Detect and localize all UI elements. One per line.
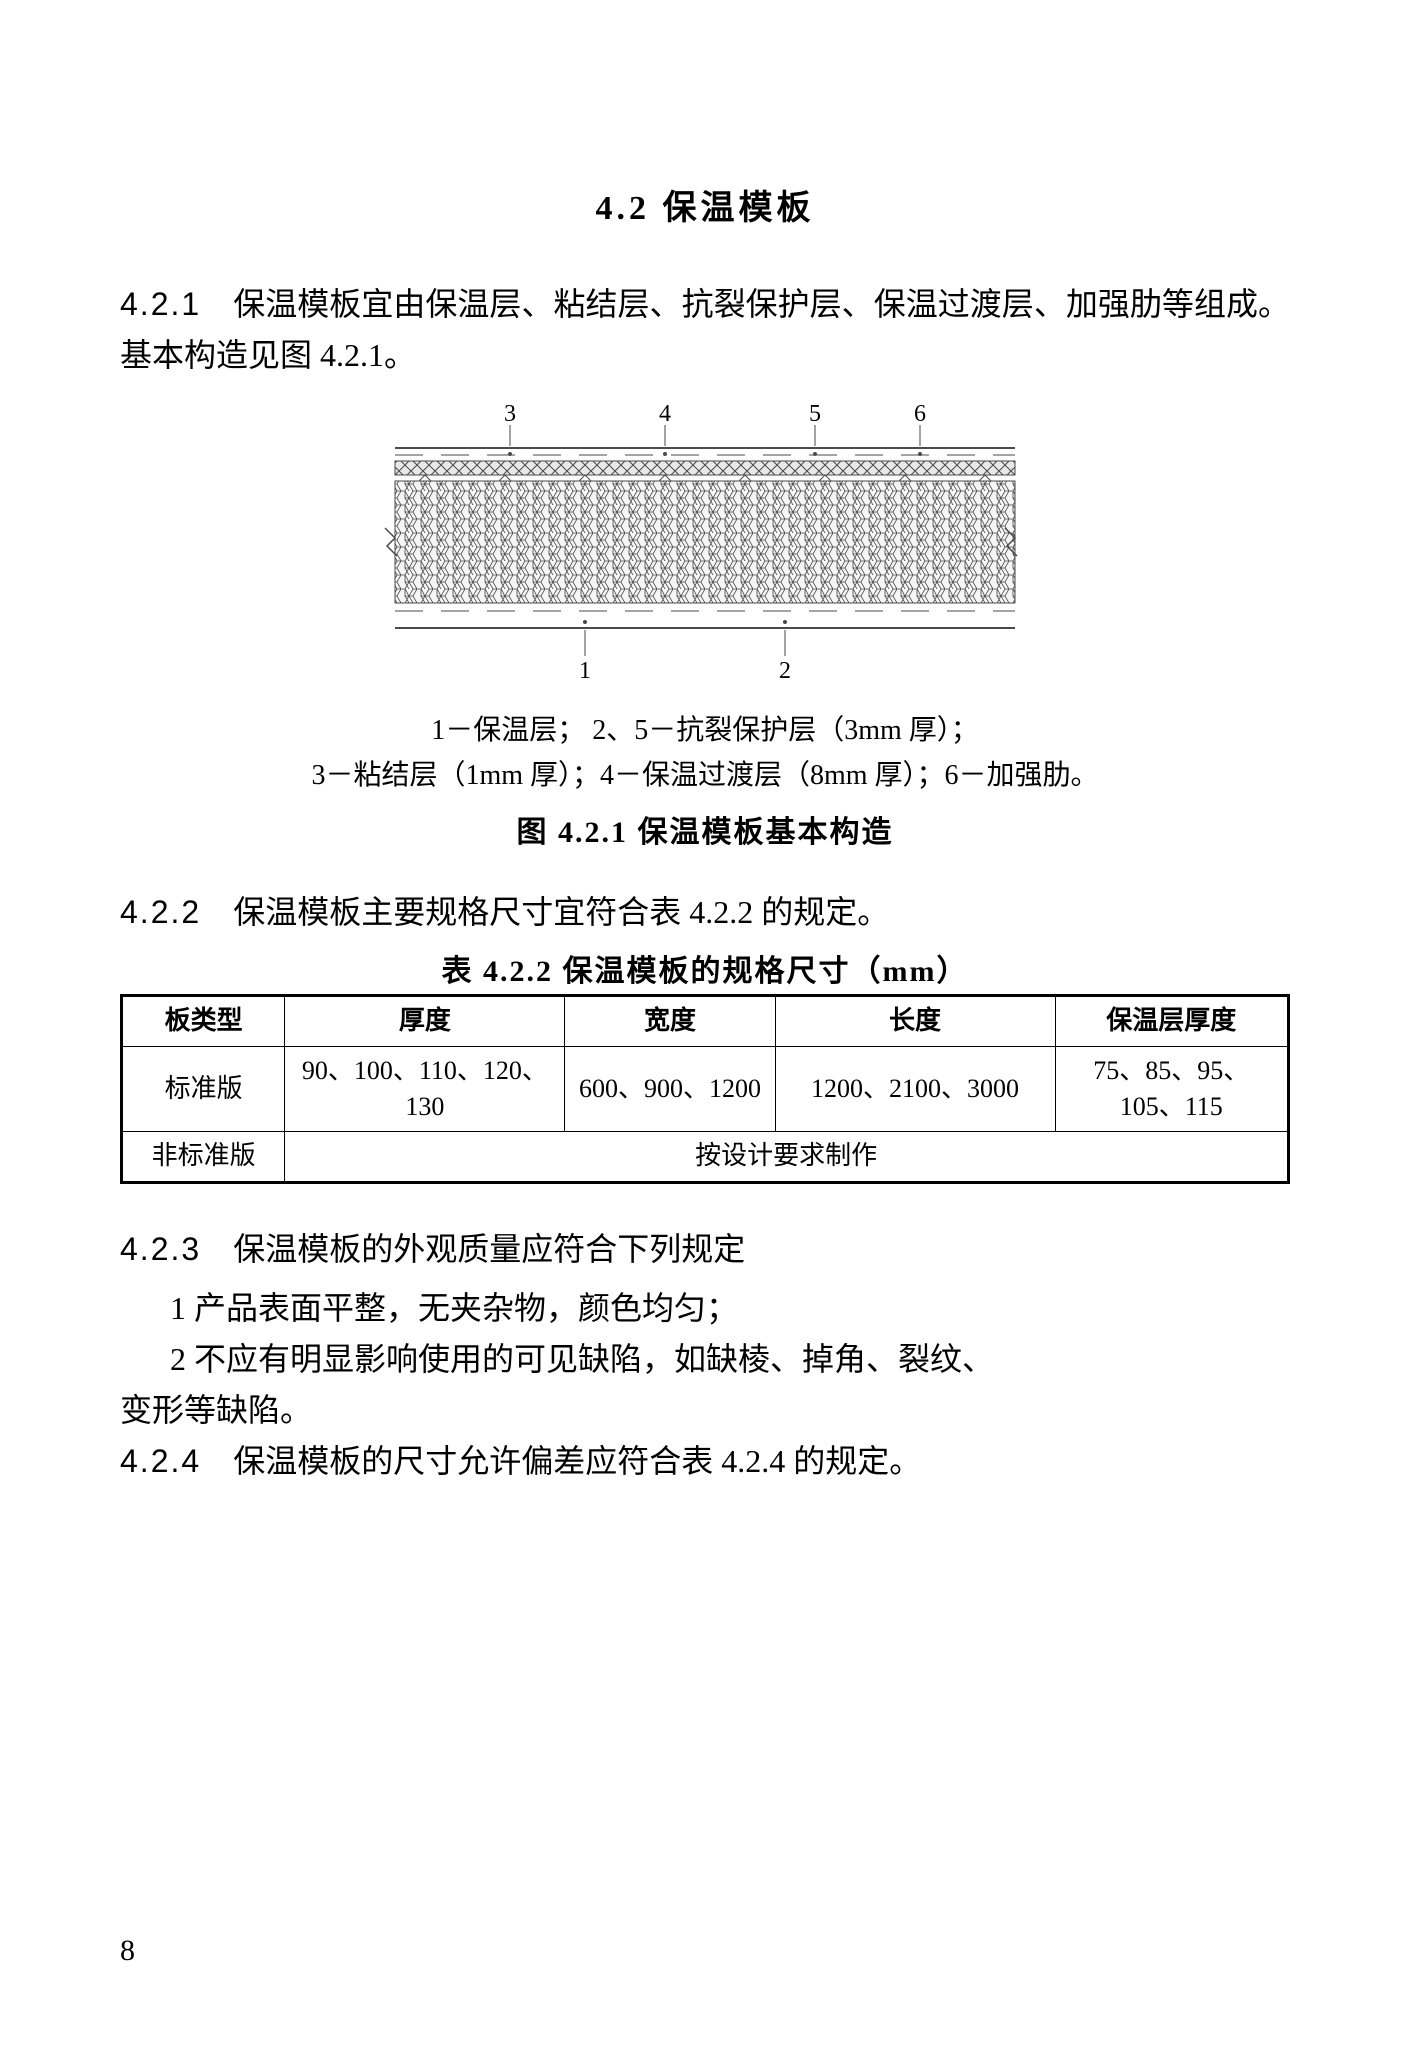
list-item: 2 不应有明显影响使用的可见缺陷，如缺棱、掉角、裂纹、 [120, 1334, 1290, 1385]
figure-legend: 1－保温层； 2、5－抗裂保护层（3mm 厚）； 3－粘结层（1mm 厚）；4－… [120, 709, 1290, 799]
table-header-cell: 长度 [775, 996, 1055, 1046]
svg-text:5: 5 [809, 401, 821, 427]
list-item: 1 产品表面平整，无夹杂物，颜色均匀； [120, 1283, 1290, 1334]
table-cell: 1200、2100、3000 [775, 1046, 1055, 1132]
table-header-row: 板类型厚度宽度长度保温层厚度 [122, 996, 1289, 1046]
para-4-2-4: 4.2.4 保温模板的尺寸允许偏差应符合表 4.2.4 的规定。 [120, 1436, 1290, 1487]
svg-text:4: 4 [659, 401, 671, 427]
para-num: 4.2.1 [120, 286, 201, 322]
diagram-svg: 3 4 5 6 1 2 [345, 393, 1065, 693]
table-cell: 90、100、110、120、130 [285, 1046, 565, 1132]
svg-text:3: 3 [504, 401, 516, 427]
section-title: 4.2 保温模板 [120, 180, 1290, 229]
table-header-cell: 宽度 [565, 996, 775, 1046]
figure-caption: 图 4.2.1 保温模板基本构造 [120, 807, 1290, 851]
table-cell: 75、85、95、105、115 [1055, 1046, 1288, 1132]
para-4-2-1: 4.2.1 保温模板宜由保温层、粘结层、抗裂保护层、保温过渡层、加强肋等组成。基… [120, 279, 1290, 381]
para-num: 4.2.2 [120, 894, 201, 930]
para-text: 保温模板宜由保温层、粘结层、抗裂保护层、保温过渡层、加强肋等组成。基本构造见图 … [120, 286, 1290, 373]
table-row: 非标准版按设计要求制作 [122, 1132, 1289, 1182]
table-header-cell: 板类型 [122, 996, 285, 1046]
para-text: 保温模板主要规格尺寸宜符合表 4.2.2 的规定。 [233, 894, 889, 930]
table-cell: 非标准版 [122, 1132, 285, 1182]
list-item-continue: 变形等缺陷。 [120, 1385, 1290, 1436]
table-caption: 表 4.2.2 保温模板的规格尺寸（mm） [120, 946, 1290, 990]
table-row: 标准版90、100、110、120、130600、900、12001200、21… [122, 1046, 1289, 1132]
para-num: 4.2.4 [120, 1443, 201, 1479]
para-text: 保温模板的尺寸允许偏差应符合表 4.2.4 的规定。 [233, 1443, 921, 1479]
table-header-cell: 保温层厚度 [1055, 996, 1288, 1046]
svg-text:2: 2 [779, 658, 791, 684]
page-number: 8 [120, 1934, 135, 1968]
svg-text:1: 1 [579, 658, 591, 684]
para-4-2-3: 4.2.3 保温模板的外观质量应符合下列规定 [120, 1224, 1290, 1275]
spec-table: 板类型厚度宽度长度保温层厚度 标准版90、100、110、120、130600、… [120, 994, 1290, 1184]
svg-text:6: 6 [914, 401, 926, 427]
legend-line-1: 1－保温层； 2、5－抗裂保护层（3mm 厚）； [120, 709, 1290, 754]
table-cell: 600、900、1200 [565, 1046, 775, 1132]
para-num: 4.2.3 [120, 1231, 201, 1267]
table-header-cell: 厚度 [285, 996, 565, 1046]
table-cell-merged: 按设计要求制作 [285, 1132, 1289, 1182]
para-text: 保温模板的外观质量应符合下列规定 [233, 1231, 745, 1267]
figure-4-2-1: 3 4 5 6 1 2 [120, 393, 1290, 693]
legend-line-2: 3－粘结层（1mm 厚）；4－保温过渡层（8mm 厚）；6－加强肋。 [120, 754, 1290, 799]
table-cell: 标准版 [122, 1046, 285, 1132]
para-4-2-2: 4.2.2 保温模板主要规格尺寸宜符合表 4.2.2 的规定。 [120, 887, 1290, 938]
